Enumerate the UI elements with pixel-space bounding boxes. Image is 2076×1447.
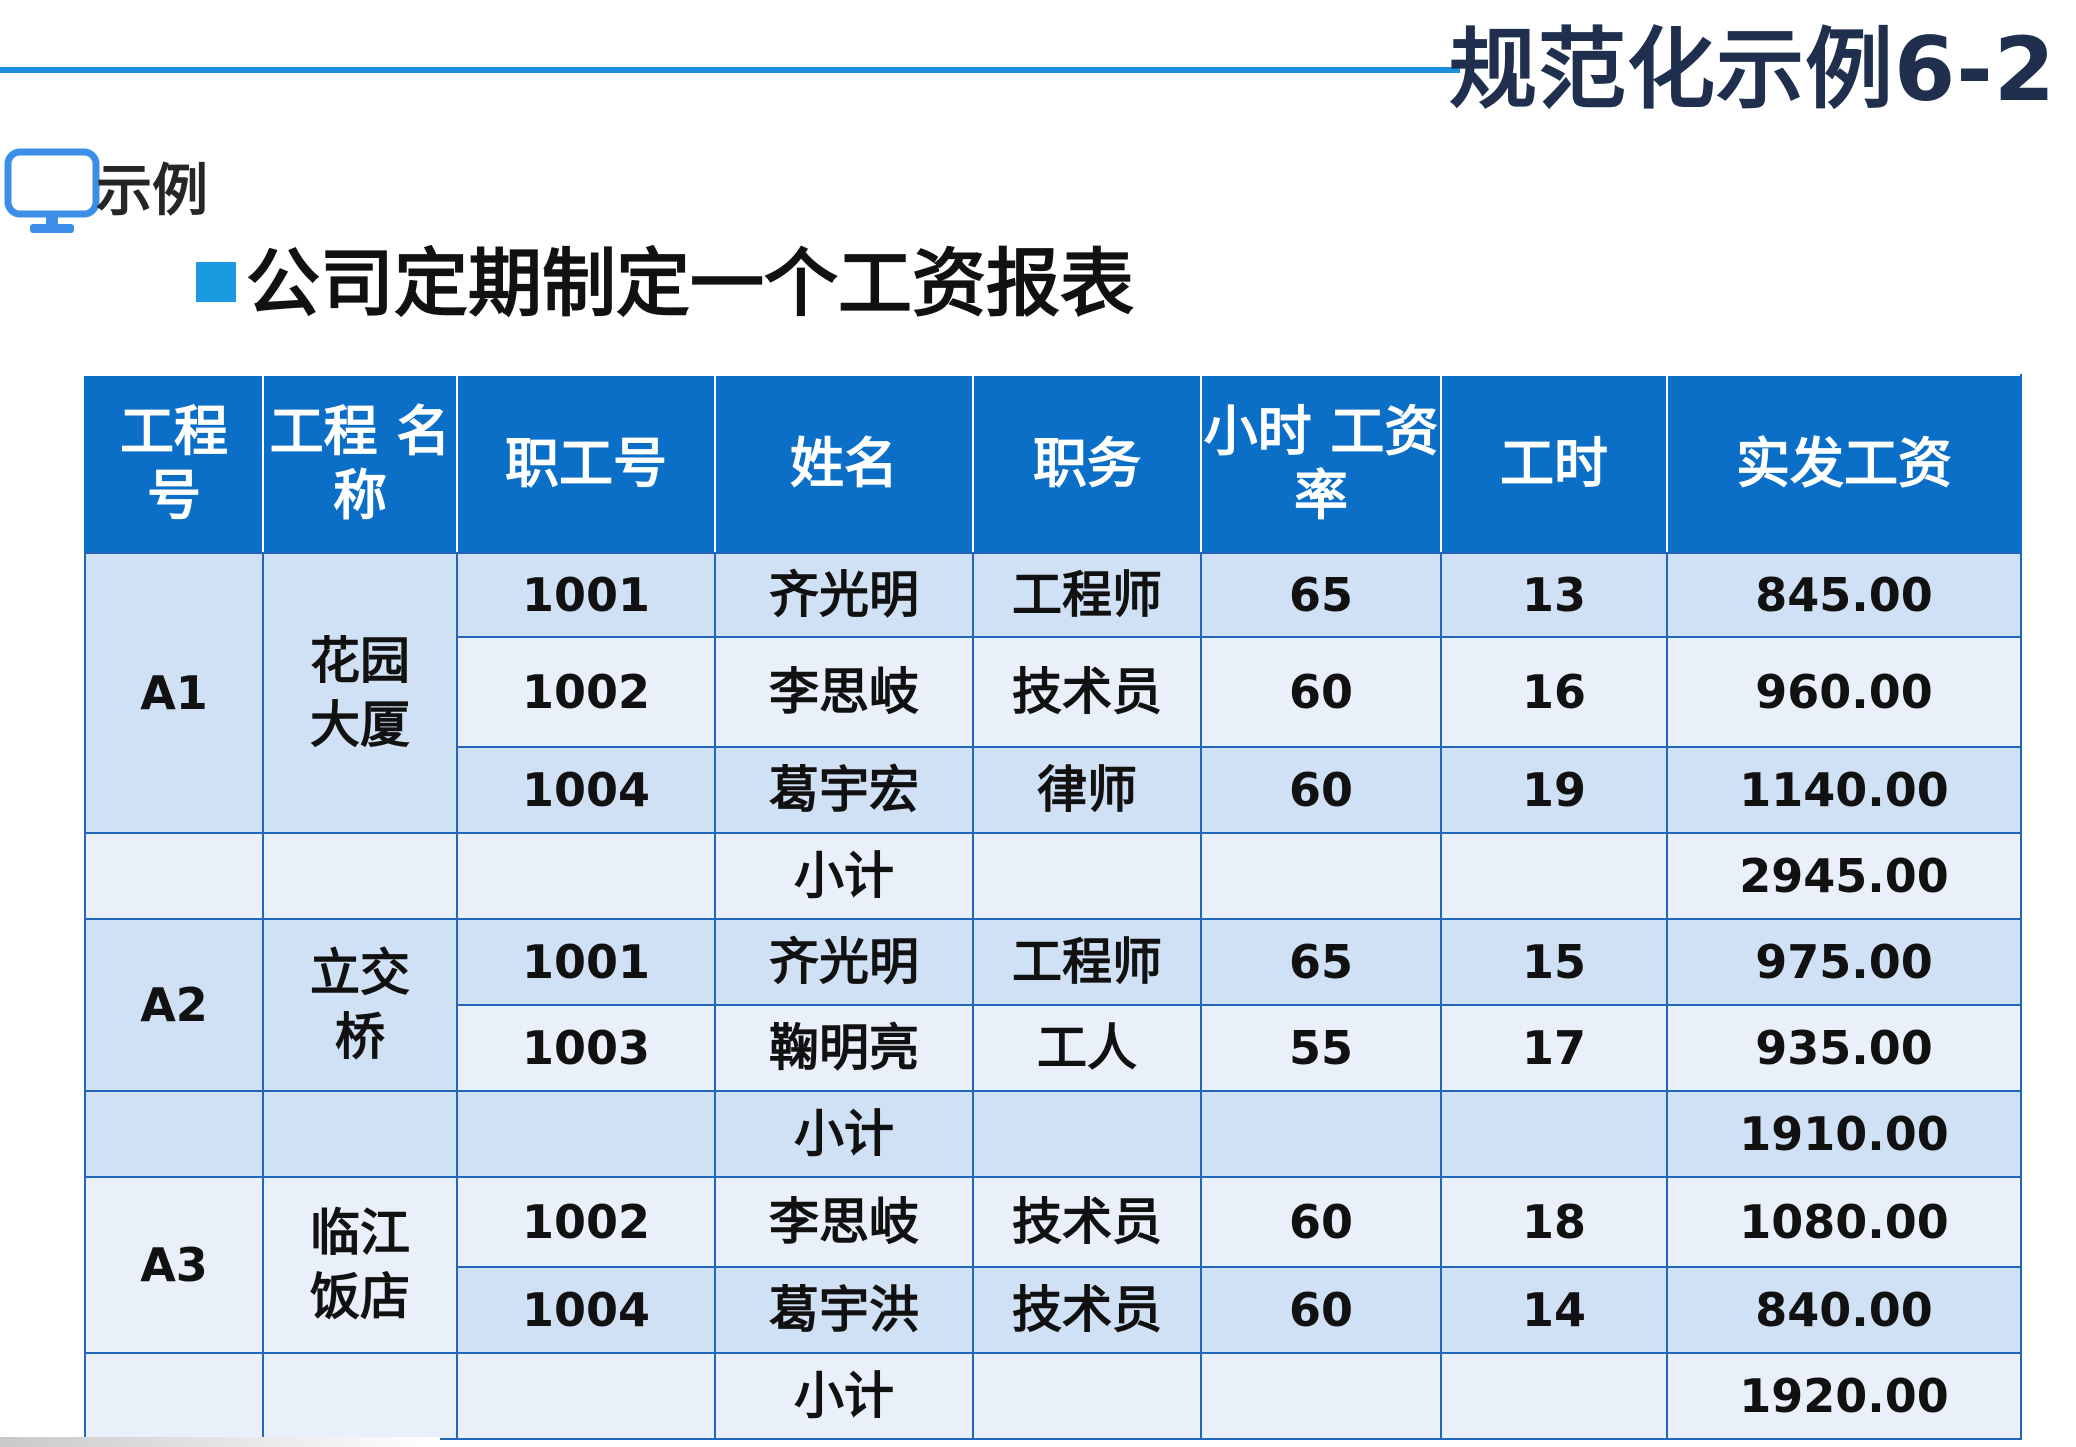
name-cell: 李思岐	[714, 636, 974, 748]
subtotal-row: 小计 2945.00	[84, 832, 2022, 920]
example-label: 示例	[96, 159, 208, 224]
salary-cell: 960.00	[1666, 636, 2022, 748]
position-cell: 工人	[972, 1004, 1202, 1092]
table-header-row: 工程 号 工程 名称 职工号 姓名 职务 小时 工资率 工时 实发工资	[84, 374, 2022, 554]
bullet-text: 公司定期制定一个工资报表	[246, 241, 1134, 327]
header-project-no: 工程 号	[84, 374, 264, 554]
rate-cell: 65	[1200, 552, 1442, 638]
hours-cell: 19	[1440, 746, 1668, 834]
position-cell: 技术员	[972, 1176, 1202, 1268]
hours-cell: 18	[1440, 1176, 1668, 1268]
emp-no-cell: 1002	[456, 636, 716, 748]
salary-cell: 935.00	[1666, 1004, 2022, 1092]
position-cell: 律师	[972, 746, 1202, 834]
header-hours: 工时	[1440, 374, 1668, 554]
emp-no-cell: 1004	[456, 746, 716, 834]
table-row: A3 临江 饭店 1002 李思岐 技术员 60 18 1080.00	[84, 1176, 2022, 1354]
rate-cell: 60	[1200, 1266, 1442, 1354]
name-cell: 齐光明	[714, 918, 974, 1006]
project-no-cell: A2	[84, 918, 264, 1092]
subtotal-value: 1920.00	[1666, 1352, 2022, 1440]
slide-title: 规范化示例6-2	[1449, 18, 2056, 121]
subtotal-value: 1910.00	[1666, 1090, 2022, 1178]
bullet-square-icon	[196, 262, 236, 302]
hours-cell: 13	[1440, 552, 1668, 638]
rate-cell: 60	[1200, 636, 1442, 748]
subtotal-label: 小计	[714, 832, 974, 920]
rate-cell: 60	[1200, 746, 1442, 834]
header-name: 姓名	[714, 374, 974, 554]
subtotal-label: 小计	[714, 1090, 974, 1178]
subtotal-value: 2945.00	[1666, 832, 2022, 920]
monitor-icon	[4, 148, 100, 233]
hours-cell: 16	[1440, 636, 1668, 748]
hours-cell: 15	[1440, 918, 1668, 1006]
hours-cell: 14	[1440, 1266, 1668, 1354]
position-cell: 工程师	[972, 918, 1202, 1006]
rate-cell: 55	[1200, 1004, 1442, 1092]
salary-table: 工程 号 工程 名称 职工号 姓名 职务 小时 工资率 工时 实发工资 A1 花…	[84, 374, 2022, 1440]
name-cell: 葛宇洪	[714, 1266, 974, 1354]
salary-cell: 845.00	[1666, 552, 2022, 638]
project-name-cell: 花园 大厦	[262, 552, 458, 834]
emp-no-cell: 1003	[456, 1004, 716, 1092]
position-cell: 工程师	[972, 552, 1202, 638]
salary-cell: 1080.00	[1666, 1176, 2022, 1268]
emp-no-cell: 1001	[456, 552, 716, 638]
subtotal-label: 小计	[714, 1352, 974, 1440]
header-salary: 实发工资	[1666, 374, 2022, 554]
subtotal-row: 小计 1910.00	[84, 1090, 2022, 1178]
name-cell: 齐光明	[714, 552, 974, 638]
salary-cell: 1140.00	[1666, 746, 2022, 834]
name-cell: 鞠明亮	[714, 1004, 974, 1092]
emp-no-cell: 1004	[456, 1266, 716, 1354]
project-name-cell: 立交 桥	[262, 918, 458, 1092]
name-cell: 葛宇宏	[714, 746, 974, 834]
name-cell: 李思岐	[714, 1176, 974, 1268]
header-accent-line	[0, 67, 1460, 73]
rate-cell: 60	[1200, 1176, 1442, 1268]
subtotal-row: 小计 1920.00	[84, 1352, 2022, 1440]
project-no-cell: A1	[84, 552, 264, 834]
position-cell: 技术员	[972, 636, 1202, 748]
table-row: A1 花园 大厦 1001 齐光明 工程师 65 13 845.00	[84, 552, 2022, 834]
emp-no-cell: 1002	[456, 1176, 716, 1268]
bottom-shade	[0, 1437, 440, 1447]
header-hourly-rate: 小时 工资率	[1200, 374, 1442, 554]
position-cell: 技术员	[972, 1266, 1202, 1354]
header-position: 职务	[972, 374, 1202, 554]
emp-no-cell: 1001	[456, 918, 716, 1006]
salary-cell: 975.00	[1666, 918, 2022, 1006]
rate-cell: 65	[1200, 918, 1442, 1006]
hours-cell: 17	[1440, 1004, 1668, 1092]
header-project-name: 工程 名称	[262, 374, 458, 554]
salary-cell: 840.00	[1666, 1266, 2022, 1354]
header-emp-no: 职工号	[456, 374, 716, 554]
table-row: A2 立交 桥 1001 齐光明 工程师 65 15 975.00	[84, 918, 2022, 1092]
project-name-cell: 临江 饭店	[262, 1176, 458, 1354]
project-no-cell: A3	[84, 1176, 264, 1354]
